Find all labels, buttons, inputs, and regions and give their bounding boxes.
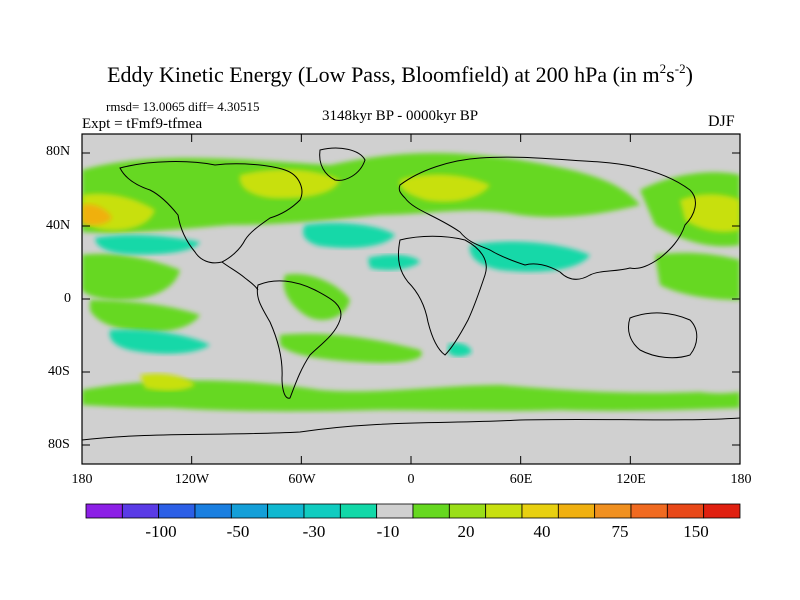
stats-text: rmsd= 13.0065 diff= 4.30515	[106, 99, 260, 114]
lat-label-40s: 40S	[48, 364, 70, 379]
coast-greenland	[319, 147, 366, 181]
lon-label-120e: 120E	[616, 472, 646, 487]
lon-label-60e: 60E	[509, 472, 533, 487]
field-band-north	[82, 153, 640, 233]
colorbar-swatch	[376, 503, 414, 519]
lon-label-180e: 180	[730, 472, 752, 487]
field-core-natl	[239, 169, 340, 199]
lat-label-80s: 80S	[48, 437, 70, 452]
colorbar-swatch	[557, 503, 596, 519]
colorbar-swatch	[703, 503, 741, 519]
colorbar-label: -100	[145, 522, 177, 541]
lon-label-60w: 60W	[288, 472, 316, 487]
season-label: DJF	[708, 113, 735, 130]
colorbar	[85, 503, 741, 519]
coastlines	[82, 147, 740, 441]
coast-north-america	[119, 161, 303, 264]
field-neg-sind	[448, 342, 472, 357]
field-peak-npac	[82, 204, 112, 226]
colorbar-label: 20	[457, 522, 475, 541]
lon-label-0: 0	[407, 472, 415, 487]
colorbar-swatch	[666, 503, 705, 519]
coast-eurasia	[398, 156, 696, 280]
colorbar-swatch	[630, 503, 668, 519]
colorbar-label: -30	[302, 522, 326, 541]
coast-africa	[397, 235, 487, 356]
colorbar-label: 150	[683, 522, 709, 541]
field-band-sh-pacific	[90, 300, 200, 332]
colorbar-swatch	[412, 503, 450, 519]
lon-label-180w: 180	[71, 472, 93, 487]
colorbar-label: 75	[611, 522, 629, 541]
colorbar-label: 40	[533, 522, 551, 541]
field-neg-nafr	[368, 254, 420, 270]
colorbar-label: -50	[226, 522, 250, 541]
field-band-south	[82, 380, 740, 412]
lat-label-0: 0	[64, 291, 71, 306]
colorbar-swatch	[303, 503, 341, 519]
colorbar-swatch	[230, 503, 269, 519]
colorbar-swatch	[448, 503, 487, 519]
coast-australia	[627, 312, 698, 359]
colorbar-swatch	[158, 503, 196, 519]
lon-label-120w: 120W	[174, 472, 210, 487]
field-core-europe	[399, 174, 490, 202]
colorbar-swatch	[339, 503, 378, 519]
field-band-satl	[280, 333, 422, 363]
field-band-sa	[283, 274, 350, 320]
period-label: 3148kyr BP - 0000kyr BP	[321, 108, 479, 124]
coast-antarctica	[82, 417, 740, 441]
field-neg-npac	[95, 235, 200, 255]
field-neg-spac	[109, 329, 210, 354]
experiment-label: Expt = tFmf9-tfmea	[82, 116, 203, 132]
lat-label-80n: 80N	[46, 144, 71, 159]
lon-ticks	[81, 134, 741, 464]
colorbar-swatch	[194, 503, 232, 519]
field-neg-natl	[303, 223, 395, 248]
colorbar-swatch	[85, 503, 123, 519]
colorbar-swatch	[267, 503, 305, 519]
lat-ticks	[82, 152, 740, 446]
field-band-wpac	[655, 252, 740, 300]
coast-south-america	[256, 280, 342, 399]
map-title: Eddy Kinetic Energy (Low Pass, Bloomfiel…	[107, 61, 693, 87]
coast-central-america	[221, 261, 259, 291]
field-band-tropical	[82, 253, 180, 300]
colorbar-label: -10	[376, 522, 400, 541]
field-neg-asia	[469, 241, 590, 272]
lat-label-40n: 40N	[46, 218, 71, 233]
field-core-sh	[140, 373, 195, 391]
field-layer	[82, 147, 740, 441]
colorbar-swatch	[521, 503, 559, 519]
colorbar-swatch	[594, 503, 632, 519]
colorbar-swatch	[121, 503, 160, 519]
colorbar-swatch	[485, 503, 523, 519]
